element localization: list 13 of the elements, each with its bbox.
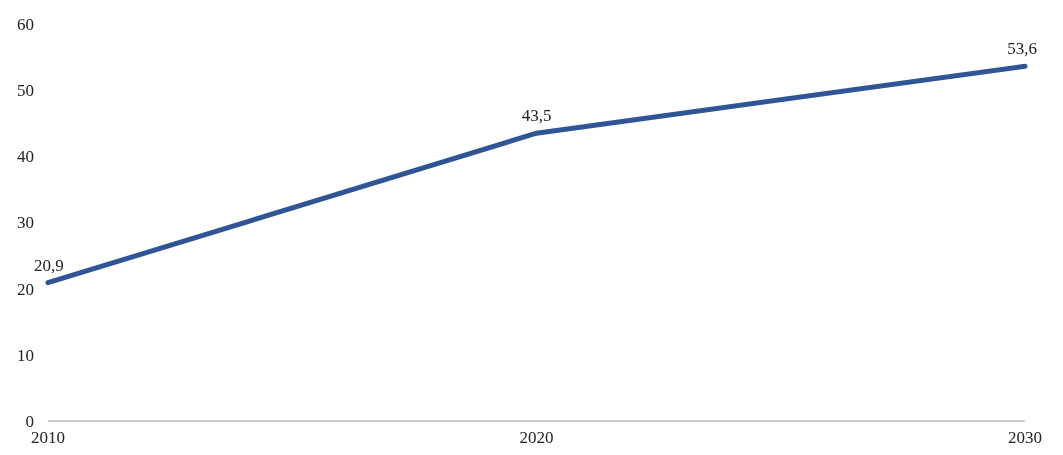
data-label: 53,6: [1007, 39, 1037, 59]
y-tick-label: 10: [17, 345, 34, 365]
data-label: 20,9: [34, 255, 64, 275]
y-tick-label: 30: [17, 213, 34, 233]
x-tick-label: 2030: [1008, 428, 1042, 447]
y-tick-label: 60: [17, 14, 34, 34]
y-tick-label: 20: [17, 279, 34, 299]
x-tick-label: 2020: [519, 428, 554, 447]
y-tick-label: 40: [17, 147, 34, 167]
x-tick-label: 2010: [31, 428, 65, 447]
y-tick-label: 0: [25, 411, 34, 431]
y-tick-label: 50: [17, 81, 34, 101]
data-label: 43,5: [521, 106, 552, 126]
